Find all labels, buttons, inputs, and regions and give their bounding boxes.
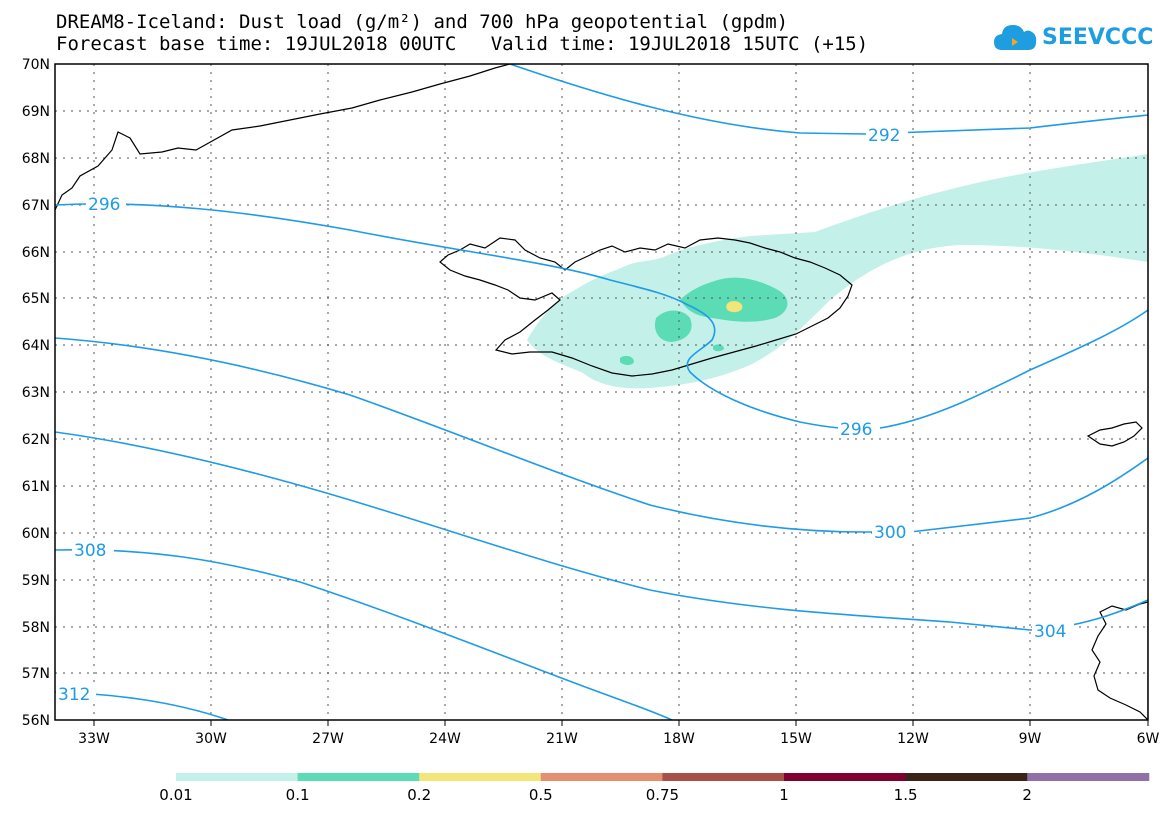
scotland-coast xyxy=(1091,601,1148,720)
lon-label: 21W xyxy=(546,731,578,747)
lat-label: 58N xyxy=(22,620,50,636)
contour-label: 300 xyxy=(874,523,906,543)
lon-label: 18W xyxy=(663,731,695,747)
dust-patch-mid-2 xyxy=(654,310,692,342)
seevccc-logo: SEEVCCC xyxy=(992,20,1153,54)
lat-label: 60N xyxy=(22,526,50,542)
colorbar-swatch xyxy=(419,773,542,781)
plot-frame xyxy=(54,63,1149,721)
lon-label: 9W xyxy=(1019,731,1042,747)
logo-text: SEEVCCC xyxy=(1042,24,1154,50)
tick-marks xyxy=(93,720,1149,726)
contour-label: 304 xyxy=(1034,622,1066,642)
colorbar-swatch xyxy=(176,773,299,781)
colorbar-swatch xyxy=(297,773,420,781)
lat-label: 63N xyxy=(22,385,50,401)
contour-label: 292 xyxy=(868,126,900,146)
forecast-base-time: Forecast base time: 19JUL2018 00UTC xyxy=(56,33,457,55)
gridlines xyxy=(55,64,1148,720)
colorbar-label: 2 xyxy=(1022,786,1032,804)
contour-label-group: 292 296 296 300 304 308 312 xyxy=(58,126,1066,705)
geopotential-contours xyxy=(55,64,1148,720)
iceland-coast xyxy=(439,237,853,377)
lon-label: 12W xyxy=(897,731,929,747)
dust-patch-mid-3 xyxy=(620,355,634,365)
colorbar-label: 1.5 xyxy=(894,786,918,804)
contour-296 xyxy=(55,203,1148,430)
lat-label: 61N xyxy=(22,479,50,495)
colorbar-swatch xyxy=(540,773,663,781)
contour-304 xyxy=(55,431,1148,631)
colorbar-label: 0.1 xyxy=(286,786,310,804)
map-title: DREAM8-Iceland: Dust load (g/m²) and 700… xyxy=(56,11,789,33)
lon-label: 27W xyxy=(312,731,344,747)
dust-plume-low xyxy=(527,154,1148,389)
colorbar: 0.01 0.1 0.2 0.5 0.75 1 1.5 2 xyxy=(159,773,1150,804)
contour-label: 312 xyxy=(58,685,90,705)
dust-patch-mid-1 xyxy=(680,277,788,322)
contour-300 xyxy=(55,337,1148,533)
lat-label: 66N xyxy=(22,245,50,261)
lat-label: 56N xyxy=(22,713,50,729)
lat-label: 70N xyxy=(22,57,50,73)
lon-label: 33W xyxy=(78,731,110,747)
map-subtitle: Forecast base time: 19JUL2018 00UTC Vali… xyxy=(56,34,868,54)
lon-label: 24W xyxy=(429,731,461,747)
latitude-labels: 70N 69N 68N 67N 66N 65N 64N 63N 62N 61N … xyxy=(22,57,50,729)
greenland-coast xyxy=(55,64,511,211)
lat-label: 62N xyxy=(22,432,50,448)
lat-label: 65N xyxy=(22,291,50,307)
lat-label: 57N xyxy=(22,666,50,682)
dust-patch-mid-4 xyxy=(713,344,724,352)
lon-label: 15W xyxy=(780,731,812,747)
lat-label: 59N xyxy=(22,573,50,589)
colorbar-swatch xyxy=(1027,773,1150,781)
colorbar-label: 0.01 xyxy=(159,786,192,804)
lat-label: 68N xyxy=(22,151,50,167)
dust-patch-high xyxy=(726,301,743,313)
colorbar-label: 0.5 xyxy=(529,786,553,804)
valid-time: Valid time: 19JUL2018 15UTC (+15) xyxy=(490,33,869,55)
contour-308 xyxy=(55,548,673,720)
colorbar-label: 0.75 xyxy=(646,786,679,804)
lat-label: 67N xyxy=(22,198,50,214)
lat-label: 69N xyxy=(22,104,50,120)
lon-label: 6W xyxy=(1137,731,1160,747)
colorbar-swatch xyxy=(784,773,907,781)
colorbar-label: 1 xyxy=(779,786,789,804)
cloud-icon xyxy=(994,25,1037,50)
contour-label: 308 xyxy=(74,541,106,561)
colorbar-swatch xyxy=(662,773,785,781)
contour-label: 296 xyxy=(840,420,872,440)
lat-label: 64N xyxy=(22,338,50,354)
colorbar-label: 0.2 xyxy=(407,786,431,804)
lon-label: 30W xyxy=(195,731,227,747)
faroe-islands-coast xyxy=(1086,421,1143,447)
contour-label: 296 xyxy=(88,195,120,215)
longitude-labels: 33W 30W 27W 24W 21W 18W 15W 12W 9W 6W xyxy=(78,731,1159,747)
colorbar-swatch xyxy=(905,773,1028,781)
contour-292 xyxy=(509,64,1148,135)
